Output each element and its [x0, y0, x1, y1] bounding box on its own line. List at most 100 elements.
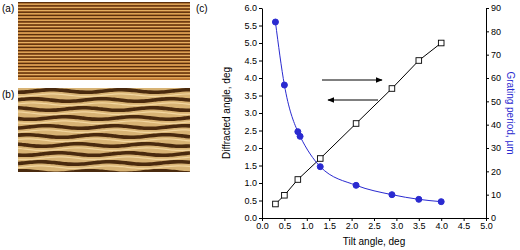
panel-label: (b) [2, 89, 14, 100]
tick: 3.5 [244, 91, 262, 101]
y-axis-title: Diffracted angle, deg [221, 67, 232, 159]
stripe-light [18, 32, 190, 34]
tick-label: 3.5 [413, 221, 426, 231]
stripe-dark [18, 63, 190, 64]
tick: 2.5 [368, 218, 381, 231]
micrograph-b [18, 88, 190, 172]
tick-label: 1.5 [244, 161, 257, 171]
tick-label: 1.0 [301, 221, 314, 231]
band-dark [18, 171, 190, 172]
stripe-light [18, 39, 190, 41]
tick-label: 40 [491, 120, 501, 130]
stripe-light [18, 64, 190, 66]
tick: 0 [486, 213, 496, 223]
tick-mark [259, 183, 262, 184]
stripe-dark [18, 50, 190, 51]
stripe-light [18, 42, 190, 44]
tick: 6.0 [244, 3, 262, 13]
tick-mark [259, 96, 262, 97]
band-light [18, 157, 190, 160]
stripe-light [18, 77, 190, 79]
stripe-light [18, 3, 190, 5]
tick: 80 [486, 27, 501, 37]
stripe-light [18, 45, 190, 47]
tick-label: 0 [491, 213, 496, 223]
tick: 90 [486, 3, 501, 13]
band-light [18, 139, 190, 142]
tick-mark [259, 43, 262, 44]
stripe-dark [18, 40, 190, 41]
tick: 3.0 [391, 218, 404, 231]
marker-square [438, 40, 444, 46]
tick-mark [486, 101, 489, 102]
tick: 3.0 [244, 108, 262, 118]
stripe-dark [18, 56, 190, 57]
band-light [18, 121, 190, 124]
stripe-dark [18, 15, 190, 16]
tick: 40 [486, 120, 501, 130]
stripe-light [18, 61, 190, 63]
marker-square [273, 201, 279, 207]
stripe-dark [18, 24, 190, 25]
tick-label: 2.5 [244, 126, 257, 136]
tick-label: 90 [491, 3, 501, 13]
tick-label: 2.0 [244, 143, 257, 153]
band-light [18, 94, 190, 97]
tick-mark [486, 171, 489, 172]
tick: 4.5 [244, 56, 262, 66]
tick-label: 4.5 [458, 221, 471, 231]
tick-mark [486, 218, 489, 219]
marker-square [317, 156, 323, 162]
stripe-dark [18, 34, 190, 35]
stripe-light [18, 71, 190, 73]
tick: 4.0 [435, 218, 448, 231]
band-light [18, 166, 190, 169]
tick-label: 80 [491, 27, 501, 37]
stripe-light [18, 10, 190, 12]
tick-mark [259, 78, 262, 79]
series-line [275, 43, 441, 204]
tick: 10 [486, 190, 501, 200]
stripe-dark [18, 28, 190, 29]
tick-label: 4.0 [244, 73, 257, 83]
stripe-dark [18, 18, 190, 19]
tick-label: 4.0 [435, 221, 448, 231]
tick: 1.5 [244, 161, 262, 171]
stripe-light [18, 51, 190, 53]
tick-label: 3.0 [391, 221, 404, 231]
band-light [18, 112, 190, 115]
stripe-dark [18, 21, 190, 22]
tick: 60 [486, 73, 501, 83]
y-axis: 0.00.51.01.52.02.53.03.54.04.55.05.56.0 [244, 3, 262, 223]
marker-circle [272, 19, 278, 25]
tick: 30 [486, 143, 501, 153]
tick: 2.5 [244, 126, 262, 136]
stripe-dark [18, 37, 190, 38]
marker-square [416, 58, 422, 64]
tick-label: 30 [491, 143, 501, 153]
stripe-dark [18, 2, 190, 3]
stripe-dark [18, 53, 190, 54]
tick-label: 3.0 [244, 108, 257, 118]
band-dark [18, 135, 190, 138]
band-dark [18, 126, 190, 129]
band-light [18, 103, 190, 106]
band-dark [18, 99, 190, 102]
tick: 1.5 [323, 218, 336, 231]
stripe-dark [18, 76, 190, 77]
stripe-light [18, 23, 190, 25]
stripe-dark [18, 31, 190, 32]
stripe-dark [18, 72, 190, 73]
tick: 4.0 [244, 73, 262, 83]
tick: 70 [486, 50, 501, 60]
tick-label: 70 [491, 50, 501, 60]
band-dark [18, 144, 190, 147]
panel-label: (a) [2, 3, 14, 14]
tick-mark [486, 55, 489, 56]
band-dark [18, 162, 190, 165]
tick-mark [486, 148, 489, 149]
stripe-light [18, 58, 190, 60]
tick-label: 1.0 [244, 178, 257, 188]
arrow-to-right-axis [322, 80, 382, 81]
tick: 3.5 [413, 218, 426, 231]
